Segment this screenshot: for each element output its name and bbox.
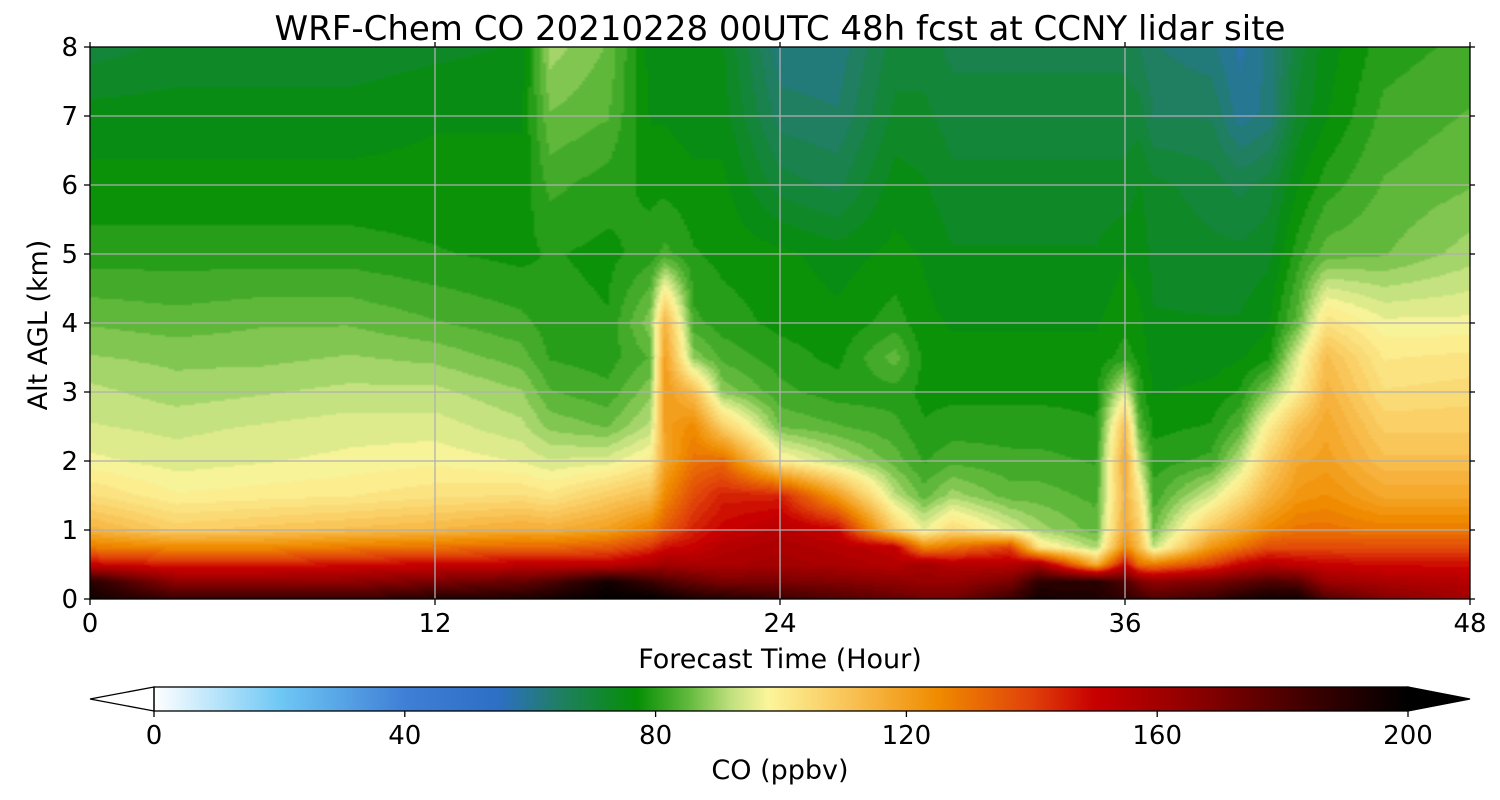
colorbar-body <box>154 687 1408 711</box>
colorbar: 0 40 80 120 160 200 CO (ppbv) <box>89 686 1471 786</box>
x-tick-label: 48 <box>1453 609 1486 639</box>
y-axis-label: Alt AGL (km) <box>23 240 54 411</box>
y-axis-ticks: 0 1 2 3 4 5 6 7 8 <box>61 33 1475 615</box>
y-tick-label: 4 <box>61 309 78 339</box>
colorbar-tick-label: 80 <box>639 721 672 751</box>
y-tick-label: 7 <box>61 102 78 132</box>
colorbar-tick-label: 160 <box>1132 721 1182 751</box>
colorbar-label: CO (ppbv) <box>711 755 848 786</box>
grid-lines <box>90 47 1470 599</box>
y-tick-label: 1 <box>61 516 78 546</box>
colorbar-frame <box>153 686 1409 712</box>
y-tick-label: 3 <box>61 378 78 408</box>
x-tick-label: 36 <box>1108 609 1141 639</box>
colorbar-tick-label: 0 <box>146 721 163 751</box>
x-tick-label: 12 <box>418 609 451 639</box>
colorbar-ticks: 0 40 80 120 160 200 <box>146 711 1433 751</box>
y-tick-label: 6 <box>61 171 78 201</box>
colorbar-extend-low <box>89 686 155 712</box>
y-tick-label: 2 <box>61 447 78 477</box>
x-tick-label: 24 <box>763 609 796 639</box>
y-tick-label: 8 <box>61 33 78 63</box>
x-axis-label: Forecast Time (Hour) <box>638 644 922 675</box>
colorbar-tick-label: 200 <box>1383 721 1433 751</box>
y-tick-label: 5 <box>61 240 78 270</box>
y-tick-label: 0 <box>61 585 78 615</box>
x-axis-ticks: 0 12 24 36 48 <box>82 42 1487 639</box>
colorbar-tick-label: 40 <box>388 721 421 751</box>
colorbar-tick-label: 120 <box>882 721 932 751</box>
colorbar-extend-high <box>1407 686 1471 712</box>
x-tick-label: 0 <box>82 609 99 639</box>
